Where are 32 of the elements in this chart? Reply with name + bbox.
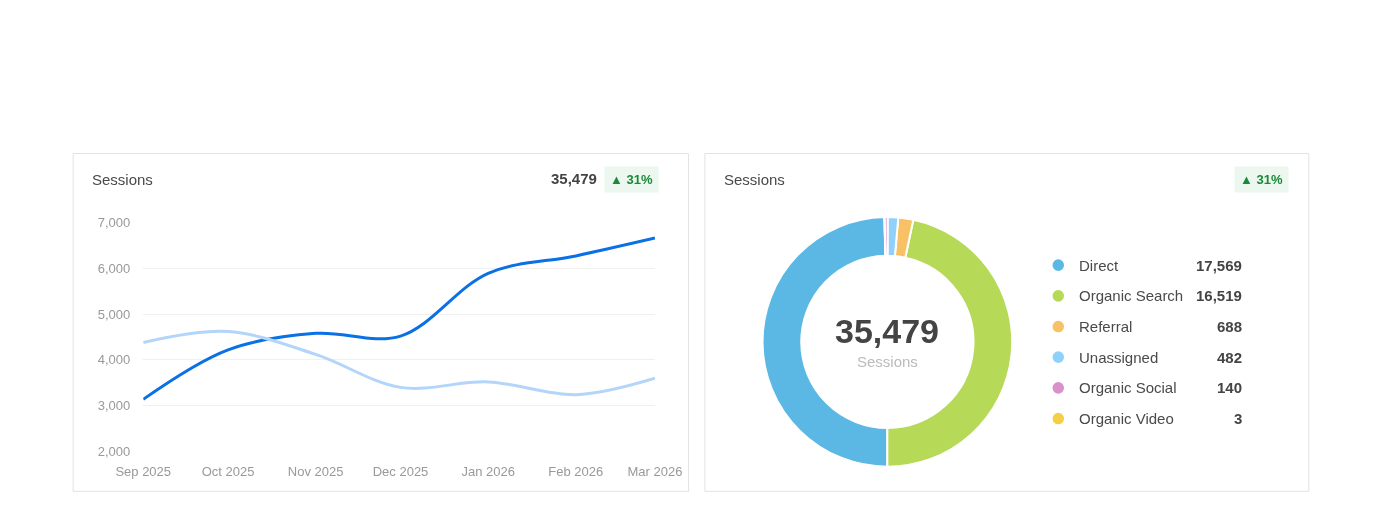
y-tick-label: 3,000 <box>97 398 131 414</box>
x-tick-label: Dec 2025 <box>372 463 429 479</box>
chart-title: Sessions <box>724 171 785 188</box>
data-label: 140 <box>1217 379 1243 396</box>
y-tick-label: 6,000 <box>97 260 131 276</box>
text: ▲ 31% <box>1240 172 1283 187</box>
legend-label: Organic Video <box>1079 410 1174 427</box>
chart-title: Sessions <box>92 171 153 188</box>
data-label: 17,569 <box>1196 257 1242 274</box>
text: Sessions <box>857 353 918 370</box>
legend-label: Referral <box>1079 318 1133 335</box>
y-tick-label: 5,000 <box>97 306 131 322</box>
x-tick-label: Feb 2026 <box>548 463 604 479</box>
x-tick-label: Mar 2026 <box>627 463 683 479</box>
legend-label: Direct <box>1079 257 1119 274</box>
text: 35,479 <box>835 312 939 350</box>
x-tick-label: Oct 2025 <box>201 463 255 479</box>
legend-label: Unassigned <box>1079 349 1159 366</box>
data-label: 688 <box>1217 318 1243 335</box>
data-label: 3 <box>1234 410 1243 427</box>
y-tick-label: 4,000 <box>97 352 131 368</box>
y-tick-label: 2,000 <box>97 444 131 460</box>
x-tick-label: Nov 2025 <box>287 463 344 479</box>
legend-label: Organic Social <box>1079 379 1177 396</box>
data-label: 482 <box>1217 349 1243 366</box>
data-label: 16,519 <box>1196 287 1242 304</box>
y-tick-label: 7,000 <box>97 215 131 231</box>
legend-label: Organic Search <box>1079 287 1184 304</box>
x-tick-label: Jan 2026 <box>461 463 515 479</box>
text: ▲ 31% <box>610 172 653 187</box>
x-tick-label: Sep 2025 <box>115 463 172 479</box>
text: 35,479 <box>551 170 597 187</box>
